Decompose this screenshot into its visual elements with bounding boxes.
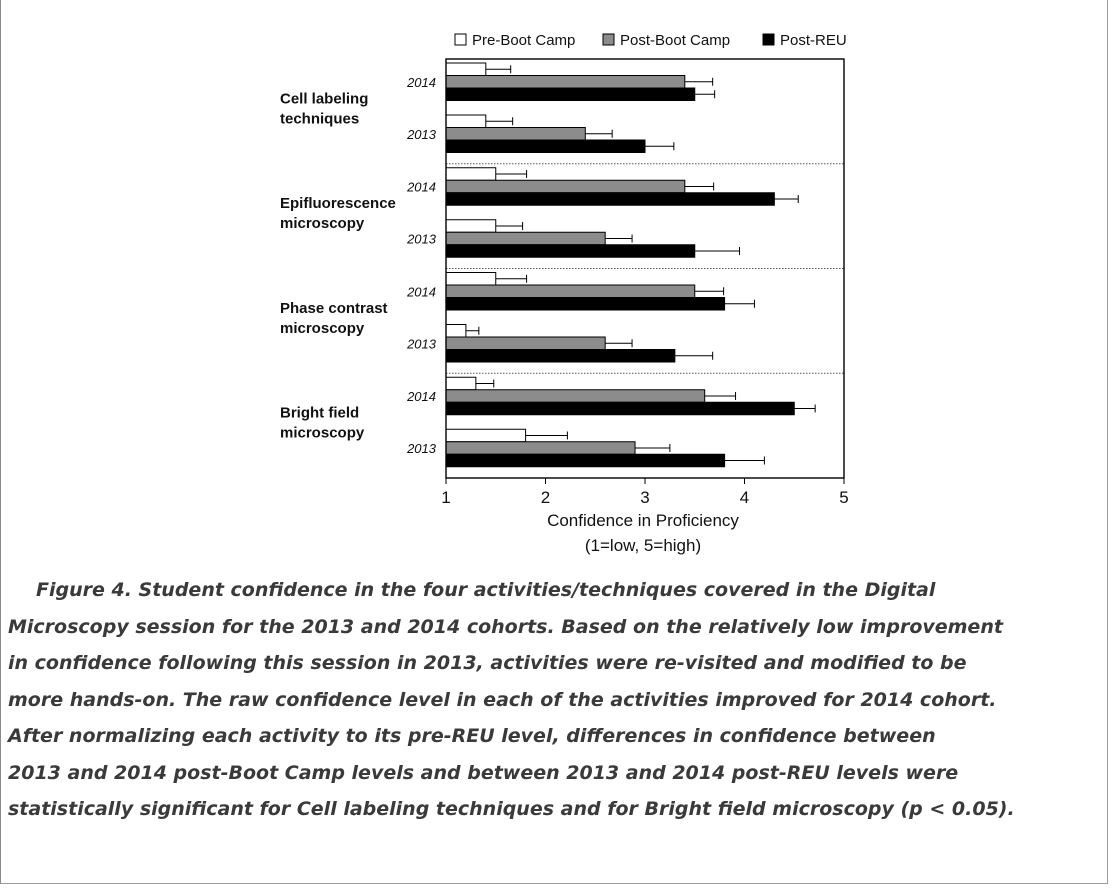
category-label: microscopy (280, 425, 365, 442)
x-tick-label: 1 (441, 488, 450, 507)
legend-swatch (763, 34, 774, 45)
caption-line: After normalizing each activity to its p… (0, 718, 1100, 755)
caption-line: statistically significant for Cell label… (0, 791, 1100, 828)
bar (446, 180, 685, 193)
bar (446, 325, 466, 338)
year-label: 2014 (406, 180, 436, 195)
year-label: 2013 (406, 127, 437, 142)
bar (446, 454, 725, 467)
year-label: 2014 (406, 389, 436, 404)
bar (446, 245, 695, 258)
bar (446, 429, 526, 442)
x-tick-label: 2 (541, 488, 550, 507)
x-axis-subtitle: (1=low, 5=high) (585, 536, 701, 555)
legend-swatch (455, 34, 466, 45)
caption-line: Microscopy session for the 2013 and 2014… (0, 609, 1100, 646)
bar-chart: Pre-Boot Camp Post-Boot Camp Post-REU Cell … (0, 0, 1114, 570)
x-axis-title: Confidence in Proficiency (547, 511, 739, 530)
year-label: 2013 (406, 336, 437, 351)
caption-line: 2013 and 2014 post-Boot Camp levels and … (0, 755, 1100, 792)
legend-label: Post-Boot Camp (620, 32, 730, 49)
bar (446, 402, 794, 415)
category-label: techniques (280, 110, 359, 127)
figure-caption: Figure 4. Student confidence in the four… (0, 572, 1100, 828)
bar (446, 350, 675, 363)
bar (446, 63, 486, 76)
bar (446, 377, 476, 390)
caption-line: more hands-on. The raw confidence level … (0, 682, 1100, 719)
bar (446, 88, 695, 101)
legend-label: Post-REU (780, 32, 847, 49)
category-label: microscopy (280, 320, 365, 337)
legend-swatch (603, 34, 614, 45)
year-label: 2014 (406, 284, 436, 299)
bar (446, 390, 705, 403)
bar (446, 442, 635, 455)
year-label: 2013 (406, 441, 437, 456)
x-tick-label: 4 (740, 488, 749, 507)
category-label: Epifluorescence (280, 195, 396, 212)
x-tick-label: 3 (640, 488, 649, 507)
bar (446, 76, 685, 89)
caption-line: Figure 4. Student confidence in the four… (0, 572, 1100, 609)
bar (446, 140, 645, 153)
year-label: 2014 (406, 75, 436, 90)
category-label: Cell labeling (280, 90, 368, 107)
bar (446, 115, 486, 128)
bar (446, 232, 605, 245)
bar (446, 220, 496, 233)
x-tick-label: 5 (839, 488, 848, 507)
category-label: Phase contrast (280, 300, 388, 317)
bar (446, 298, 725, 311)
bar (446, 193, 774, 206)
caption-line: in confidence following this session in … (0, 645, 1100, 682)
bar (446, 273, 496, 286)
year-label: 2013 (406, 232, 437, 247)
bar (446, 128, 585, 141)
legend-label: Pre-Boot Camp (472, 32, 575, 49)
bar (446, 168, 496, 181)
bar (446, 285, 695, 298)
category-label: Bright field (280, 405, 359, 422)
bar (446, 337, 605, 350)
category-label: microscopy (280, 215, 365, 232)
